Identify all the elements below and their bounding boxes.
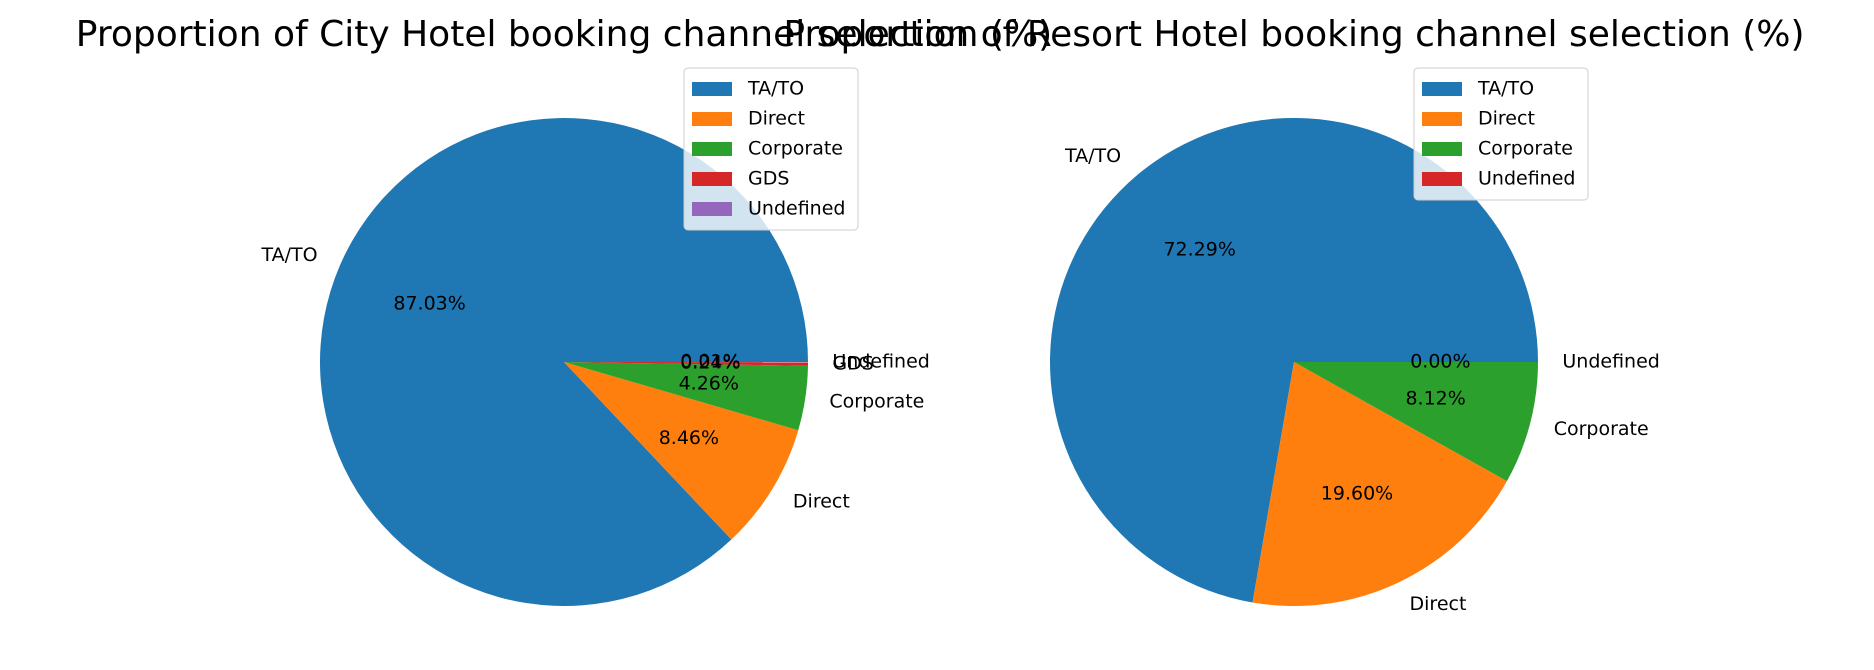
- value-label: 4.26%: [679, 372, 739, 394]
- chart-title: Proportion of Resort Hotel booking chann…: [783, 14, 1804, 55]
- legend-box: [1413, 67, 1589, 201]
- slice-label: Direct: [793, 491, 850, 513]
- legend: TA/TO Direct Corporate Undefined: [1413, 67, 1589, 201]
- legend-swatch: [692, 172, 732, 186]
- pie-slice: [564, 362, 799, 540]
- legend-label: TA/TO: [747, 78, 804, 100]
- chart-title: Proportion of City Hotel booking channel…: [76, 14, 1052, 55]
- value-label: 19.60%: [1321, 483, 1393, 505]
- legend-label: TA/TO: [1477, 78, 1534, 100]
- pie-slice: [1294, 362, 1538, 482]
- pie-slice: [1252, 362, 1507, 606]
- legend-swatch: [1422, 172, 1462, 186]
- legend-label: GDS: [748, 168, 789, 190]
- legend-swatch: [692, 142, 732, 156]
- legend-swatch: [1422, 112, 1462, 126]
- legend-swatch: [692, 82, 732, 96]
- legend-label: Undefined: [748, 198, 845, 220]
- pie-chart: Proportion of City Hotel booking channel…: [76, 14, 1052, 606]
- legend-swatch: [1422, 142, 1462, 156]
- pie-slice: [564, 362, 808, 431]
- pie-slice: [564, 362, 808, 366]
- value-label: 8.12%: [1405, 387, 1465, 409]
- legend-swatch: [692, 202, 732, 216]
- value-label: 87.03%: [393, 292, 465, 314]
- pie-slice: [319, 117, 809, 606]
- slice-label: Undefined: [832, 351, 929, 373]
- legend-label: Direct: [1478, 108, 1535, 130]
- legend: TA/TO Direct Corporate GDS Undefined: [683, 67, 859, 231]
- legend-swatch: [1422, 82, 1462, 96]
- slice-label: Corporate: [1554, 418, 1649, 440]
- value-label: 0.00%: [1410, 351, 1470, 373]
- value-label: 0.01%: [680, 351, 740, 373]
- slice-label: TA/TO: [260, 244, 317, 266]
- legend-box: [683, 67, 859, 231]
- slice-label: GDS: [832, 353, 873, 375]
- slice-label: Corporate: [829, 390, 924, 412]
- value-label: 8.46%: [659, 427, 719, 449]
- legend-label: Direct: [748, 108, 805, 130]
- slice-label: Direct: [1410, 593, 1467, 615]
- pie-chart: Proportion of Resort Hotel booking chann…: [783, 14, 1804, 615]
- legend-label: Undefined: [1478, 168, 1575, 190]
- pie-slice: [1050, 118, 1538, 603]
- slice-label: TA/TO: [1064, 145, 1121, 167]
- legend-swatch: [692, 112, 732, 126]
- slice-label: Undefined: [1562, 351, 1659, 373]
- value-label: 72.29%: [1163, 239, 1235, 261]
- value-label: 0.24%: [680, 352, 740, 374]
- legend-label: Corporate: [1478, 138, 1573, 160]
- legend-label: Corporate: [748, 138, 843, 160]
